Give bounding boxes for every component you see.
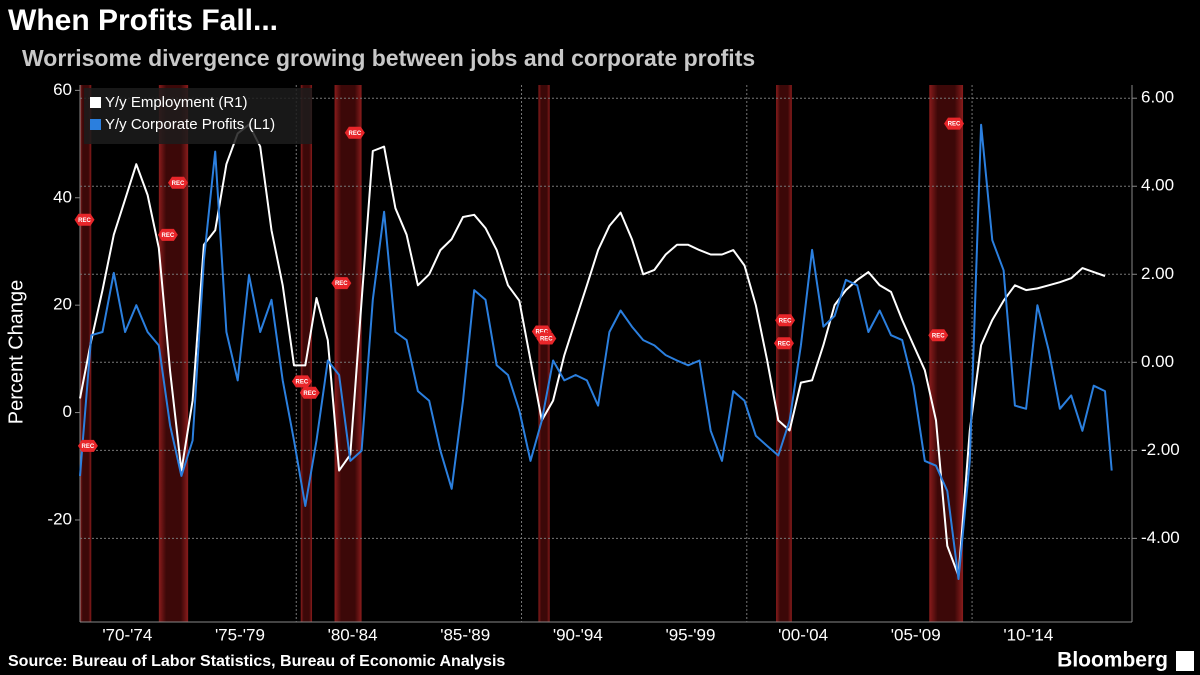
brand-icon (1176, 651, 1194, 671)
recession-tag-label: REC (779, 318, 792, 324)
recession-band (158, 85, 189, 622)
annotation-layer: RECRECRECRECRECRECRECRECRECRECRECRECRECR… (74, 88, 965, 452)
recession-tag (157, 228, 178, 241)
legend-box (84, 88, 312, 144)
recession-tag (536, 332, 557, 345)
series-line (79, 123, 1113, 580)
y2-tick-label: -4.00 (1141, 528, 1180, 547)
recession-tag (77, 439, 98, 452)
legend-swatch (90, 97, 101, 108)
legend-swatch (90, 119, 101, 130)
recession-tag-label: REC (778, 341, 791, 347)
x-tick-label: '70-'74 (102, 625, 152, 644)
recession-tag (344, 126, 365, 139)
x-tick-label: '05-'09 (891, 625, 941, 644)
y-tick-label: 40 (53, 187, 72, 206)
legend-label: Y/y Corporate Profits (L1) (105, 116, 275, 133)
y2-tick-label: -2.00 (1141, 440, 1180, 459)
recession-tag (944, 117, 965, 130)
recession-tag-label: REC (948, 122, 961, 128)
y2-tick-label: 6.00 (1141, 88, 1174, 107)
x-tick-label: '85-'89 (440, 625, 490, 644)
chart-title: When Profits Fall... (8, 4, 278, 37)
y-tick-label: 0 (63, 402, 72, 421)
y-axis-label: Percent Change (5, 280, 27, 425)
grid-layer: -20 0 20 40 60 -4.00 -2.00 0.00 2.00 4.00 6.00 '70-… (47, 80, 1179, 645)
recession-tag-label: REC (932, 333, 945, 339)
recession-band (538, 85, 550, 622)
recession-band (776, 85, 792, 622)
y-tick-label: 60 (53, 80, 72, 99)
x-tick-label: '90-'94 (553, 625, 603, 644)
recession-tag-label: REC (172, 181, 185, 187)
x-tick-label: '95-'99 (665, 625, 715, 644)
recession-tag-label: REC (82, 444, 95, 450)
recession-tag (928, 329, 949, 342)
recession-tag-label: REC (348, 131, 361, 137)
recession-tag-label: REC (78, 218, 91, 224)
recession-tag (775, 314, 796, 327)
recession-tag-label: REC (303, 391, 316, 397)
y-tick-label: -20 (47, 509, 72, 528)
x-tick-label: '80-'84 (328, 625, 378, 644)
y2-tick-label: 4.00 (1141, 176, 1174, 195)
chart-subtitle: Worrisome divergence growing between job… (22, 45, 755, 71)
x-tick-label: '75-'79 (215, 625, 265, 644)
recession-tag-label: REC (162, 233, 175, 239)
recession-tag-label: REC (540, 337, 553, 343)
x-tick-label: '10-'14 (1003, 625, 1053, 644)
recession-tag-label: REC (296, 380, 309, 386)
brand: Bloomberg (1057, 649, 1168, 672)
recession-tag (291, 375, 312, 388)
recession-tag (299, 386, 320, 399)
recession-tag (74, 213, 95, 226)
legend-label: Y/y Employment (R1) (105, 94, 248, 111)
y-tick-label: 20 (53, 295, 72, 314)
recession-tag (167, 176, 188, 189)
recession-tag-label: REC (335, 281, 348, 287)
y2-tick-label: 2.00 (1141, 264, 1174, 283)
recession-band (80, 85, 92, 622)
recession-tag (331, 277, 352, 290)
x-tick-label: '00-'04 (778, 625, 828, 644)
recession-tag (773, 337, 794, 350)
y2-tick-label: 0.00 (1141, 352, 1174, 371)
source: Source: Bureau of Labor Statistics, Bure… (8, 653, 505, 670)
